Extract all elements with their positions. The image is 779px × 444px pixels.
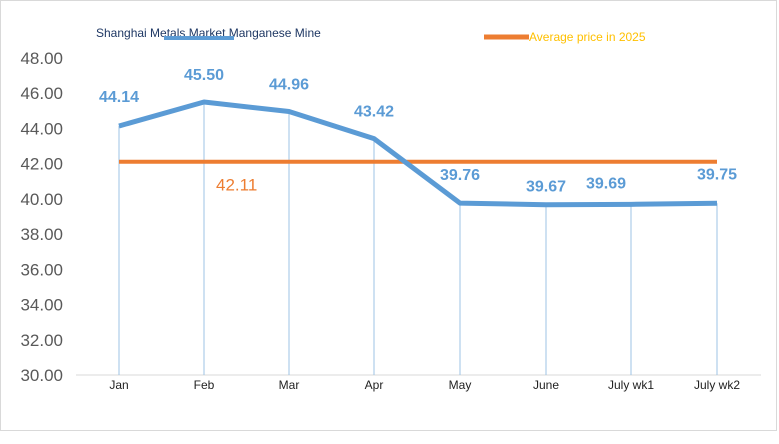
x-tick-label: June	[533, 378, 559, 392]
legend-label-manganese: Shanghai Metals Market Manganese Mine	[96, 26, 321, 40]
y-tick-label: 36.00	[20, 260, 63, 279]
average-data-label: 42.11	[216, 176, 257, 195]
data-label: 39.75	[697, 166, 737, 183]
x-tick-label: July wk2	[694, 378, 740, 392]
y-tick-label: 44.00	[20, 119, 63, 138]
x-tick-label: Feb	[194, 378, 215, 392]
y-tick-label: 42.00	[20, 155, 63, 174]
data-label: 44.14	[99, 89, 139, 106]
drop-lines	[118, 102, 718, 375]
data-label: 39.67	[526, 179, 566, 196]
y-tick-label: 40.00	[20, 190, 63, 209]
data-label: 43.42	[354, 104, 394, 121]
data-label: 44.96	[269, 77, 309, 94]
x-tick-label: May	[449, 378, 472, 392]
legend: Shanghai Metals Market Manganese Mine Av…	[96, 26, 646, 44]
line-chart: Shanghai Metals Market Manganese Mine Av…	[20, 26, 761, 392]
x-tick-label: Mar	[279, 378, 300, 392]
x-tick-label: Apr	[365, 378, 384, 392]
y-tick-label: 30.00	[20, 366, 63, 385]
data-label: 39.69	[586, 175, 626, 192]
data-label: 45.50	[184, 67, 224, 84]
legend-label-average: Average price in 2025	[529, 30, 646, 44]
y-tick-label: 46.00	[20, 84, 63, 103]
y-axis: 30.00 32.00 34.00 36.00 38.00 40.00 42.00 44.00…	[20, 49, 63, 385]
y-tick-label: 34.00	[20, 296, 63, 315]
data-labels: 44.14 45.50 44.96 43.42 39.76 39.67 39.69 39.75…	[99, 67, 737, 196]
data-label: 39.76	[440, 167, 480, 184]
y-tick-label: 32.00	[20, 331, 63, 350]
x-tick-label: Jan	[109, 378, 128, 392]
x-axis: Jan Feb Mar Apr May June July wk1 July wk2	[76, 374, 761, 392]
y-tick-label: 48.00	[20, 49, 63, 68]
y-tick-label: 38.00	[20, 225, 63, 244]
manganese-line	[118, 99, 718, 208]
chart-frame: Shanghai Metals Market Manganese Mine Av…	[0, 0, 777, 431]
manganese-series	[118, 99, 718, 208]
x-tick-label: July wk1	[608, 378, 654, 392]
